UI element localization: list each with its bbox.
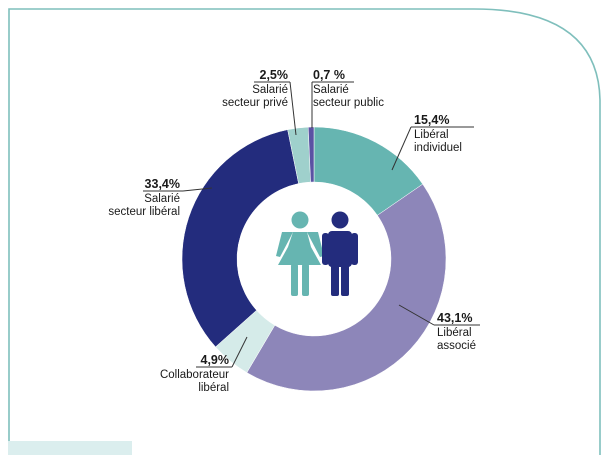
leader-line [398, 304, 435, 326]
slice-percent-label: 33,4% [145, 177, 180, 191]
slice-percent-label: 0,7 % [313, 68, 345, 82]
woman-icon [276, 211, 324, 296]
slice-salarie-secteur-liberal [181, 129, 299, 348]
leader-line [182, 187, 213, 192]
slice-percent-label: 43,1% [437, 311, 472, 325]
slice-labels: 15,4%Libéralindividuel43,1%Libéralassoci… [108, 68, 480, 394]
bottom-tab-strip [8, 441, 132, 455]
slice-description-line: libéral [198, 382, 229, 394]
slice-liberal-associe [246, 183, 447, 392]
slice-description-line: individuel [414, 142, 462, 154]
chart-frame [8, 8, 601, 455]
leader-line [289, 81, 297, 136]
slice-description-line: Salarié [313, 84, 349, 96]
slice-description-line: associé [437, 340, 476, 352]
slice-percent-label: 4,9% [201, 353, 230, 367]
leader-line [231, 336, 248, 368]
man-icon [322, 211, 358, 296]
slice-description-line: secteur public [313, 97, 384, 109]
slice-salarie-secteur-public [307, 126, 315, 183]
slice-description-line: Salarié [252, 84, 288, 96]
leader-line [391, 126, 412, 171]
slice-description-line: Libéral [437, 327, 472, 339]
slice-description-line: secteur privé [222, 97, 288, 109]
slice-percent-label: 2,5% [260, 68, 289, 82]
slice-description-line: Salarié [144, 193, 180, 205]
slice-percent-label: 15,4% [414, 113, 449, 127]
slice-description-line: secteur libéral [108, 206, 180, 218]
slice-description-line: Collaborateur [160, 369, 229, 381]
slice-description-line: Libéral [414, 129, 449, 141]
